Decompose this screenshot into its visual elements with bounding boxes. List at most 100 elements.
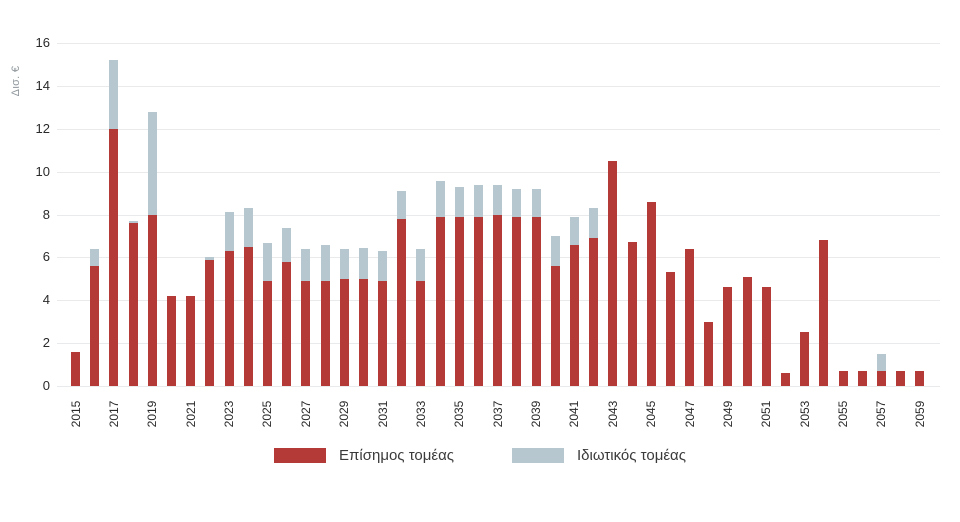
bar-slot-2054 [814, 43, 833, 386]
y-tick-label-14: 14 [35, 77, 50, 93]
x-tick-label-2015: 2015 [68, 400, 83, 428]
private-sector-segment-2057 [876, 353, 886, 371]
x-tick-cell-2017: 2017 [104, 391, 123, 437]
x-tick-cell-2036 [469, 391, 488, 437]
private-sector-segment-2033 [416, 248, 426, 281]
x-tick-cell-2027: 2027 [296, 391, 315, 437]
official-sector-segment-2040 [550, 265, 560, 386]
bar-2031 [378, 250, 388, 386]
official-sector-segment-2024 [243, 246, 253, 386]
private-sector-segment-2029 [339, 248, 349, 279]
legend: Επίσημος τομέας Ιδιωτικός τομέας [0, 447, 960, 464]
x-tick-cell-2054 [814, 391, 833, 437]
private-sector-segment-2038 [512, 188, 522, 217]
private-sector-segment-2019 [147, 111, 157, 215]
official-sector-segment-2032 [397, 218, 407, 386]
x-tick-label-2019: 2019 [145, 400, 160, 428]
x-tick-cell-2041: 2041 [565, 391, 584, 437]
bar-slot-2026 [277, 43, 296, 386]
x-tick-cell-2058 [891, 391, 910, 437]
bar-2041 [569, 216, 579, 386]
private-sector-segment-2018 [128, 220, 138, 224]
gridline-0 [57, 386, 940, 387]
legend-label-official-sector: Επίσημος τομέας [339, 447, 454, 464]
official-sector-segment-2035 [454, 216, 464, 386]
bar-2043 [608, 160, 618, 386]
official-sector-segment-2051 [761, 287, 771, 386]
bar-slot-2033 [411, 43, 430, 386]
x-tick-cell-2020 [162, 391, 181, 437]
y-tick-label-16: 16 [35, 35, 50, 50]
bar-2040 [550, 235, 560, 386]
bar-slot-2051 [757, 43, 776, 386]
bar-2050 [742, 276, 752, 386]
bar-slot-2050 [738, 43, 757, 386]
bar-slot-2024 [239, 43, 258, 386]
x-tick-label-2047: 2047 [682, 400, 697, 428]
private-sector-segment-2040 [550, 235, 560, 266]
official-sector-segment-2021 [186, 295, 196, 386]
x-tick-label-2025: 2025 [260, 400, 275, 428]
x-tick-cell-2043: 2043 [603, 391, 622, 437]
official-sector-segment-2058 [896, 371, 906, 386]
bar-2058 [896, 371, 906, 386]
bars-plot-area [66, 43, 930, 386]
bar-slot-2058 [891, 43, 910, 386]
x-tick-cell-2056 [853, 391, 872, 437]
x-tick-label-2051: 2051 [759, 400, 774, 428]
bar-2048 [704, 321, 714, 386]
private-sector-segment-2028 [320, 244, 330, 281]
x-tick-cell-2032 [392, 391, 411, 437]
official-sector-segment-2031 [378, 280, 388, 386]
official-sector-segment-2054 [819, 240, 829, 386]
x-tick-cell-2025: 2025 [258, 391, 277, 437]
private-sector-segment-2026 [282, 228, 292, 262]
bar-slot-2021 [181, 43, 200, 386]
bar-slot-2059 [910, 43, 929, 386]
bar-slot-2056 [853, 43, 872, 386]
x-tick-cell-2053: 2053 [795, 391, 814, 437]
x-tick-cell-2031: 2031 [373, 391, 392, 437]
official-sector-segment-2019 [147, 214, 157, 386]
bar-2029 [339, 248, 349, 386]
bar-slot-2036 [469, 43, 488, 386]
bar-slot-2018 [124, 43, 143, 386]
x-tick-cell-2021: 2021 [181, 391, 200, 437]
y-tick-label-8: 8 [42, 206, 50, 222]
bar-2057 [876, 353, 886, 386]
official-sector-segment-2041 [569, 244, 579, 386]
bar-slot-2055 [834, 43, 853, 386]
private-sector-segment-2032 [397, 190, 407, 219]
official-sector-segment-2029 [339, 278, 349, 386]
bar-2015 [71, 351, 81, 386]
official-sector-segment-2016 [90, 265, 100, 386]
bar-slot-2017 [104, 43, 123, 386]
legend-swatch-official-sector [274, 448, 327, 463]
official-sector-segment-2033 [416, 280, 426, 386]
official-sector-segment-2044 [627, 242, 637, 386]
bar-slot-2028 [315, 43, 334, 386]
bar-slot-2039 [527, 43, 546, 386]
gridline-14 [57, 85, 940, 87]
x-tick-label-2035: 2035 [452, 400, 467, 428]
gridline-16 [57, 43, 940, 44]
private-sector-segment-2017 [109, 60, 119, 129]
private-sector-segment-2022 [205, 257, 215, 260]
x-tick-label-2041: 2041 [567, 400, 582, 428]
bar-slot-2049 [718, 43, 737, 386]
official-sector-segment-2046 [665, 272, 675, 386]
bar-slot-2030 [354, 43, 373, 386]
private-sector-segment-2034 [435, 181, 445, 217]
bar-2053 [800, 332, 810, 386]
bar-2047 [685, 248, 695, 386]
x-tick-cell-2028 [315, 391, 334, 437]
gridline-10 [57, 171, 940, 173]
x-tick-cell-2022 [200, 391, 219, 437]
bar-2022 [205, 257, 215, 386]
official-sector-segment-2045 [646, 201, 656, 386]
bar-2018 [128, 220, 138, 386]
bar-slot-2034 [431, 43, 450, 386]
bar-2046 [665, 272, 675, 386]
bar-slot-2015 [66, 43, 85, 386]
x-tick-cell-2048 [699, 391, 718, 437]
